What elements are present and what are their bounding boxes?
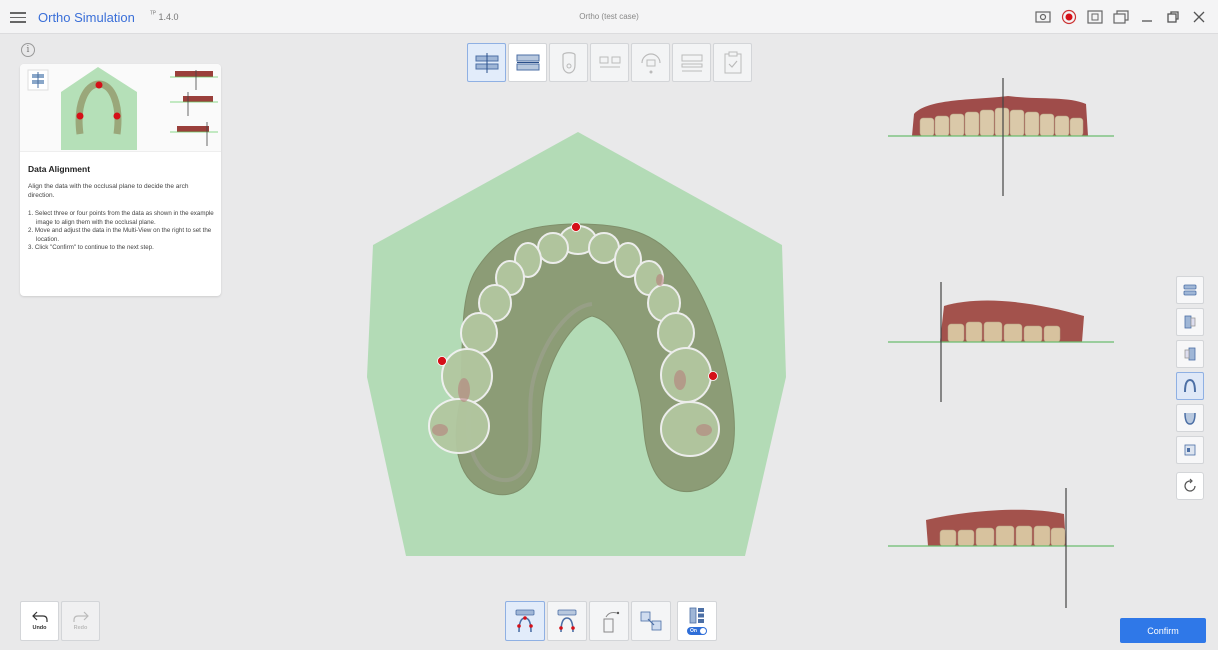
guide-step-3: 3. Click "Confirm" to continue to the ne… bbox=[28, 244, 154, 251]
view-occlusal-icon bbox=[1184, 378, 1196, 393]
checklist-step-button[interactable] bbox=[713, 43, 752, 82]
case-title: Ortho (test case) bbox=[579, 12, 639, 21]
app-title: Ortho Simulation bbox=[38, 10, 135, 25]
paint-tool-icon bbox=[603, 611, 620, 633]
multiwindow-icon[interactable] bbox=[1110, 6, 1132, 28]
guide-heading: Data Alignment bbox=[28, 164, 91, 174]
redo-button[interactable]: Redo bbox=[61, 601, 100, 641]
occlusion-step-button[interactable] bbox=[508, 43, 547, 82]
alignment-example-image bbox=[27, 67, 218, 150]
ipr-step-button[interactable] bbox=[672, 43, 711, 82]
capture-icon[interactable] bbox=[1084, 6, 1106, 28]
arch-setup-step-button[interactable] bbox=[590, 43, 629, 82]
view-box-button[interactable] bbox=[1176, 436, 1204, 464]
info-icon[interactable]: i bbox=[21, 43, 35, 57]
view-occlusal-button[interactable] bbox=[1176, 372, 1204, 400]
multiview-toggle-switch[interactable]: On bbox=[687, 627, 707, 635]
view-side-button[interactable] bbox=[1176, 340, 1204, 368]
view-lower-button[interactable] bbox=[1176, 404, 1204, 432]
guide-text: Data Alignment Align the data with the o… bbox=[28, 164, 216, 253]
minimize-icon[interactable] bbox=[1136, 6, 1158, 28]
alignment-point-1 bbox=[571, 222, 581, 232]
window-controls bbox=[1032, 6, 1210, 28]
reset-view-icon bbox=[1184, 478, 1196, 492]
tooth-outlines bbox=[428, 225, 720, 457]
title-bar: Ortho Simulation ᵀᴾ 1.4.0 Ortho (test ca… bbox=[0, 0, 1218, 34]
checklist-icon bbox=[724, 51, 741, 73]
brush-tool-button[interactable] bbox=[589, 601, 629, 641]
view-front-icon bbox=[1184, 315, 1196, 329]
undo-icon bbox=[31, 611, 48, 622]
data-alignment-step-button[interactable] bbox=[467, 43, 506, 82]
tooth-icon bbox=[561, 51, 576, 74]
select-points-upper-button[interactable] bbox=[505, 601, 545, 641]
alignment-point-3 bbox=[708, 371, 718, 381]
workflow-toolbar bbox=[467, 43, 752, 83]
ipr-icon bbox=[681, 54, 702, 71]
app-version: ᵀᴾ 1.4.0 bbox=[150, 11, 179, 22]
guide-description: Align the data with the occlusal plane t… bbox=[28, 183, 189, 199]
view-front-button[interactable] bbox=[1176, 308, 1204, 336]
undo-button[interactable]: Undo bbox=[20, 601, 59, 641]
move-tool-button[interactable] bbox=[631, 601, 671, 641]
data-alignment-icon bbox=[475, 52, 498, 73]
redo-label: Redo bbox=[73, 625, 88, 631]
arch-setup-icon bbox=[599, 56, 620, 67]
view-side-icon bbox=[1184, 347, 1196, 361]
view-top-button[interactable] bbox=[1176, 276, 1204, 304]
multiview-icon bbox=[689, 607, 704, 624]
undo-redo-group: Undo Redo bbox=[20, 601, 100, 641]
maximize-icon[interactable] bbox=[1162, 6, 1184, 28]
screen-record-icon[interactable] bbox=[1032, 6, 1054, 28]
arch-points-alt-icon bbox=[557, 609, 577, 633]
guide-step-1: 1. Select three or four points from the … bbox=[28, 210, 214, 226]
view-toolbar bbox=[1176, 276, 1204, 504]
hamburger-menu-icon[interactable] bbox=[10, 9, 26, 25]
undo-label: Undo bbox=[32, 625, 47, 631]
guide-panel: Data Alignment Align the data with the o… bbox=[20, 64, 221, 296]
view-box-icon bbox=[1184, 444, 1196, 456]
multiview-front[interactable] bbox=[888, 74, 1124, 200]
redo-icon bbox=[72, 611, 89, 622]
movement-icon bbox=[640, 52, 661, 73]
tool-toolbar: On bbox=[505, 601, 717, 641]
multiview-side-right[interactable] bbox=[888, 280, 1124, 404]
select-points-lower-button[interactable] bbox=[547, 601, 587, 641]
tooth-segmentation-step-button[interactable] bbox=[549, 43, 588, 82]
view-reset-button[interactable] bbox=[1176, 472, 1204, 500]
guide-step-2: 2. Move and adjust the data in the Multi… bbox=[28, 227, 212, 243]
occlusal-plane bbox=[367, 132, 786, 556]
alignment-point-2 bbox=[437, 356, 447, 366]
arch-points-icon bbox=[515, 609, 535, 633]
view-lower-icon bbox=[1184, 412, 1196, 425]
record-icon[interactable] bbox=[1058, 6, 1080, 28]
guide-illustration bbox=[20, 64, 221, 152]
close-icon[interactable] bbox=[1188, 6, 1210, 28]
view-top-icon bbox=[1183, 284, 1197, 296]
confirm-button[interactable]: Confirm bbox=[1120, 618, 1206, 643]
movement-step-button[interactable] bbox=[631, 43, 670, 82]
multiview-toggle-button[interactable]: On bbox=[677, 601, 717, 641]
move-icon bbox=[640, 611, 662, 631]
occlusion-icon bbox=[516, 54, 539, 70]
main-3d-viewport[interactable] bbox=[360, 120, 800, 570]
multiview-side-left[interactable] bbox=[888, 486, 1124, 610]
